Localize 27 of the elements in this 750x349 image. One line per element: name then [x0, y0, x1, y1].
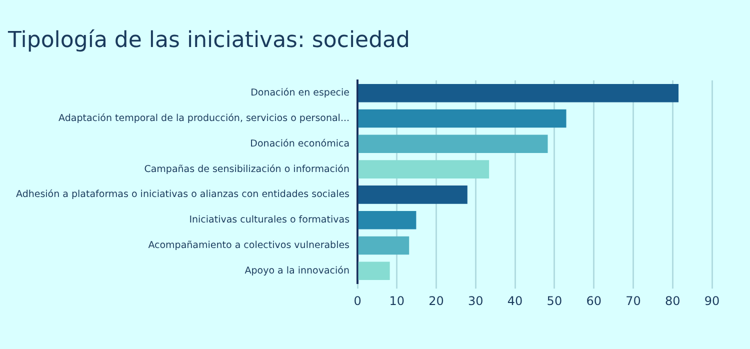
bar [358, 262, 390, 280]
y-tick-label: Adaptación temporal de la producción, servicios o personal... [58, 112, 350, 124]
bar [358, 134, 548, 154]
x-tick-label: 50 [546, 294, 562, 308]
y-tick-label: Acompañamiento a colectivos vulnerables [148, 240, 350, 251]
x-tick-label: 90 [704, 294, 720, 308]
x-tick-label: 30 [468, 294, 484, 308]
y-tick-label: Apoyo a la innovación [244, 265, 350, 276]
y-tick-label: Campañas de sensibilización o información [144, 164, 350, 175]
x-tick-label: 10 [389, 294, 405, 308]
bar [358, 160, 490, 178]
bar [358, 109, 566, 128]
bar [358, 84, 679, 102]
y-tick-label: Donación económica [250, 138, 350, 150]
bar [358, 186, 468, 204]
bar [358, 236, 410, 255]
x-tick-label: 80 [664, 294, 680, 308]
x-tick-label: 0 [354, 294, 362, 308]
y-tick-label: Iniciativas culturales o formativas [189, 214, 350, 226]
x-tick-label: 20 [428, 294, 444, 308]
y-tick-label: Adhesión a plataformas o iniciativas o alianzas con entidades sociales [16, 189, 350, 200]
chart-title: Tipología de las iniciativas: sociedad [7, 28, 410, 53]
x-tick-label: 60 [586, 294, 602, 308]
x-tick-label: 70 [626, 294, 641, 308]
bar [358, 210, 416, 230]
y-tick-label: Donación en especie [250, 88, 350, 99]
x-tick-label: 40 [507, 294, 523, 308]
